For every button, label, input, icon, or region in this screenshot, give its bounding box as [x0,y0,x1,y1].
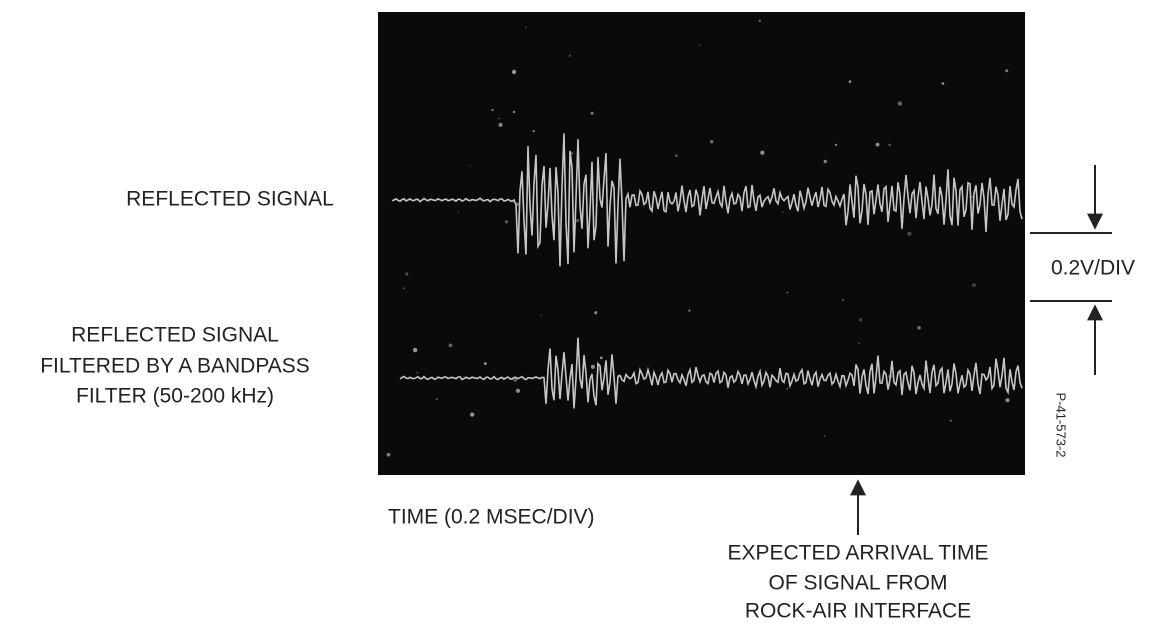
speck [498,118,500,120]
speck [576,219,579,222]
speck [972,283,976,287]
speck [436,398,438,400]
page: REFLECTED SIGNAL REFLECTED SIGNAL FILTER… [0,0,1161,628]
speck [787,292,788,293]
figure-id: P-41-573-2 [1054,392,1069,457]
speck [594,311,597,314]
speck [403,287,405,289]
speck [849,80,852,83]
speck [591,112,594,115]
speck [902,220,904,222]
speck [600,357,603,360]
speck [842,299,844,301]
speck [417,372,419,374]
speck [759,20,761,22]
speck [859,318,863,322]
speck [824,435,825,436]
speck [675,154,678,157]
top-trace-label: REFLECTED SIGNAL [126,188,334,211]
speck [1005,398,1009,402]
speck [917,326,920,329]
speck [405,272,408,275]
bottom-trace-label: REFLECTED SIGNAL [71,324,279,347]
arrival-note: ROCK-AIR INTERFACE [745,600,971,623]
oscilloscope-screen [378,12,1025,475]
speck [824,160,827,163]
speck [387,453,391,457]
speck [888,144,890,146]
speck [591,365,595,369]
arrival-note: EXPECTED ARRIVAL TIME [727,542,988,565]
speck [525,26,526,27]
speck [786,388,788,390]
speck [891,366,892,367]
speck [571,152,573,154]
speck [971,196,973,198]
speck [1005,69,1008,72]
speck [710,140,713,143]
speck [907,232,911,236]
speck [513,111,515,113]
speck [942,82,945,85]
speck [515,202,518,205]
speck [449,343,453,347]
speck [888,375,891,378]
speck [532,130,534,132]
speck [569,55,571,57]
speck [782,211,784,213]
speck [699,45,700,46]
speck [513,378,517,382]
speck [512,70,516,74]
speck [413,348,417,352]
speck [540,314,541,315]
vertical-scale: 0.2V/DIV [1051,257,1135,280]
figure: REFLECTED SIGNAL REFLECTED SIGNAL FILTER… [0,0,1161,628]
speck [484,362,487,365]
speck [898,101,902,105]
speck [950,420,952,422]
speck [505,220,508,223]
speck [835,144,837,146]
bottom-trace-label: FILTERED BY A BANDPASS [40,355,310,378]
bottom-trace-label: FILTER (50-200 kHz) [76,385,274,408]
speck [469,165,470,166]
arrival-note: OF SIGNAL FROM [769,572,948,595]
speck [498,123,502,127]
speck [491,109,493,111]
speck [858,342,860,344]
speck [470,412,474,416]
speck [760,151,764,155]
speck [516,389,520,393]
speck [688,310,690,312]
time-scale: TIME (0.2 MSEC/DIV) [388,506,595,529]
speck [876,143,880,147]
speck [458,211,459,212]
